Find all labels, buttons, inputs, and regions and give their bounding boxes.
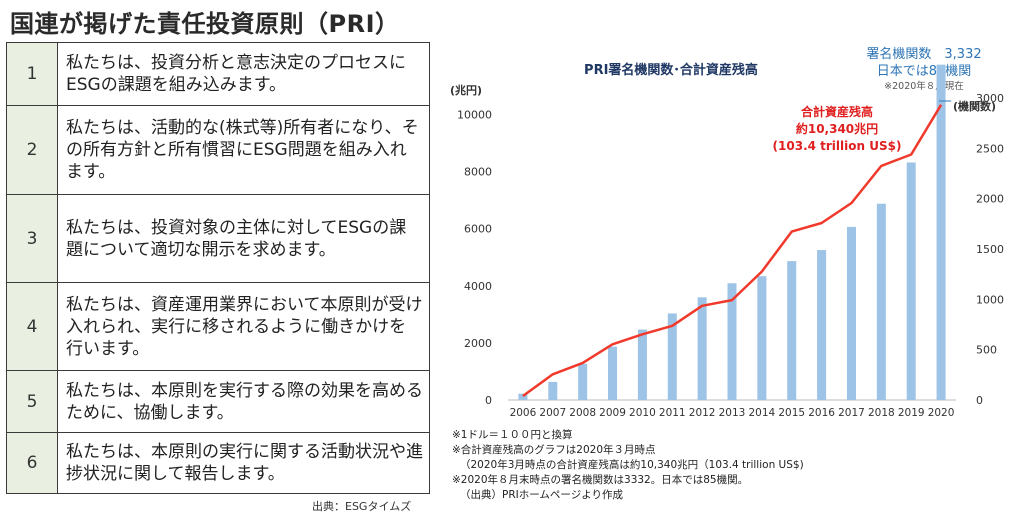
bar-signatories — [548, 381, 558, 400]
table-row: 3 私たちは、投資対象の主体に対してESGの課題について適切な開示を求めます。 — [6, 194, 430, 283]
left-tick-label: 4000 — [464, 280, 492, 293]
right-tick-label: 2500 — [976, 142, 1004, 155]
bar-signatories — [846, 226, 856, 400]
principle-number: 5 — [6, 370, 58, 433]
footnote: （2020年3月時点の合計資産残高は約10,340兆円（103.4 trilli… — [460, 458, 804, 471]
bar-signatories — [578, 363, 588, 400]
footnote: ※1ドル＝１００円と換算 — [452, 428, 572, 441]
table-row: 6 私たちは、本原則の実行に関する活動状況や進捗状況に関して報告します。 — [6, 432, 430, 494]
left-tick-label: 2000 — [464, 337, 492, 350]
x-tick-label: 2016 — [808, 407, 835, 419]
bar-signatories — [637, 329, 647, 400]
chart-title: PRI署名機関数･合計資産残高 — [584, 62, 758, 78]
principle-text: 私たちは、本原則を実行する際の効果を高めるために、協働します。 — [57, 370, 430, 433]
bar-signatories — [757, 276, 767, 400]
pri-chart: PRI署名機関数･合計資産残高 (兆円) (機関数) 署名機関数 3,332 日… — [450, 46, 1004, 501]
table-row: 2 私たちは、活動的な(株式等)所有者になり、その所有方針と所有慣習にESG問題… — [6, 105, 430, 195]
x-tick-label: 2011 — [659, 407, 686, 419]
right-tick-label: 0 — [976, 394, 983, 407]
bar-signatories — [667, 313, 677, 400]
x-tick-label: 2017 — [838, 407, 865, 419]
x-tick-label: 2010 — [629, 407, 656, 419]
x-tick-label: 2008 — [569, 407, 596, 419]
x-tick-label: 2018 — [868, 407, 895, 419]
x-tick-label: 2015 — [778, 407, 805, 419]
bar-signatories — [518, 393, 528, 400]
principle-number: 4 — [6, 282, 58, 371]
x-tick-label: 2019 — [898, 407, 925, 419]
principle-text: 私たちは、資産運用業界において本原則が受け入れられ、実行に移されるように働きかけ… — [57, 282, 430, 371]
table-row: 4 私たちは、資産運用業界において本原則が受け入れられ、実行に移されるように働き… — [6, 282, 430, 371]
line-total-assets — [522, 104, 943, 398]
org-count-japan-annotation: 日本では85機関 — [877, 64, 972, 79]
bar-signatories — [817, 250, 827, 400]
left-tick-label: 0 — [485, 394, 492, 407]
bar-signatories — [697, 297, 707, 400]
principle-text: 私たちは、投資分析と意志決定のプロセスにESGの課題を組み込みます。 — [57, 42, 430, 106]
left-axis-label: (兆円) — [450, 83, 482, 97]
principle-number: 2 — [6, 105, 58, 195]
principle-text: 私たちは、本原則の実行に関する活動状況や進捗状況に関して報告します。 — [57, 432, 430, 494]
principle-number: 1 — [6, 42, 58, 106]
x-tick-label: 2020 — [928, 407, 955, 419]
left-tick-label: 10000 — [457, 109, 492, 122]
x-tick-label: 2009 — [599, 407, 626, 419]
right-tick-label: 1500 — [976, 243, 1004, 256]
x-tick-label: 2014 — [748, 407, 775, 419]
bar-signatories — [906, 162, 916, 400]
left-tick-label: 8000 — [464, 166, 492, 179]
x-tick-label: 2006 — [510, 407, 537, 419]
principles-table: 1 私たちは、投資分析と意志決定のプロセスにESGの課題を組み込みます。 2 私… — [6, 42, 430, 494]
principle-text: 私たちは、活動的な(株式等)所有者になり、その所有方針と所有慣習にESG問題を組… — [57, 105, 430, 195]
principle-text: 私たちは、投資対象の主体に対してESGの課題について適切な開示を求めます。 — [57, 194, 430, 283]
assets-annotation: 合計資産残高 — [801, 104, 873, 119]
org-count-annotation: 署名機関数 3,332 — [866, 46, 981, 62]
right-axis-label: (機関数) — [953, 99, 996, 113]
right-tick-label: 3000 — [976, 92, 1004, 105]
x-tick-label: 2013 — [719, 407, 746, 419]
bar-signatories — [727, 283, 737, 400]
x-tick-label: 2007 — [539, 407, 566, 419]
bar-signatories — [936, 64, 946, 401]
right-tick-label: 1000 — [976, 293, 1004, 306]
table-row: 5 私たちは、本原則を実行する際の効果を高めるために、協働します。 — [6, 370, 430, 433]
assets-usd-annotation: (103.4 trillion US$) — [773, 139, 902, 153]
org-count-note: ※2020年８月現在 — [884, 80, 964, 92]
table-row: 1 私たちは、投資分析と意志決定のプロセスにESGの課題を組み込みます。 — [6, 42, 430, 106]
bar-signatories — [876, 203, 886, 400]
x-tick-label: 2012 — [689, 407, 716, 419]
right-tick-label: 500 — [976, 344, 997, 357]
right-tick-label: 2000 — [976, 193, 1004, 206]
principle-number: 6 — [6, 432, 58, 494]
assets-value-annotation: 約10,340兆円 — [796, 121, 878, 136]
page-title: 国連が掲げた責任投資原則（PRI） — [10, 10, 400, 38]
bar-signatories — [787, 261, 797, 400]
footnote: ※2020年８月末時点の署名機関数は3332。日本では85機関。 — [452, 473, 748, 486]
left-tick-label: 6000 — [464, 223, 492, 236]
footnote: （出典）PRIホームページより作成 — [460, 488, 623, 501]
bar-signatories — [608, 346, 618, 400]
footnote: ※合計資産残高のグラフは2020年３月時点 — [452, 443, 656, 456]
source-credit: 出典：ESGタイムズ — [312, 500, 412, 513]
principle-number: 3 — [6, 194, 58, 283]
